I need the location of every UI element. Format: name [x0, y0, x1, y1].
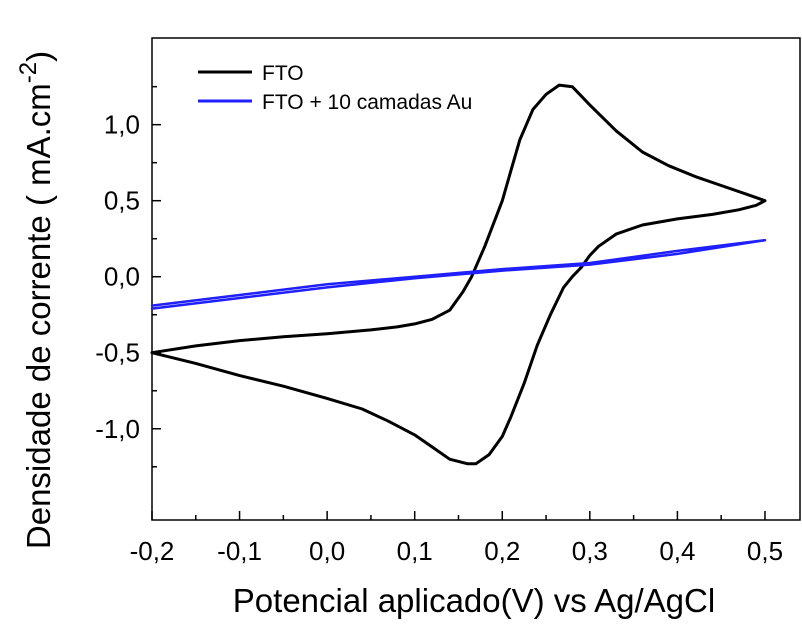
legend-label-fto: FTO	[262, 62, 304, 85]
x-tick-label: -0,2	[130, 536, 175, 566]
x-tick-label: 0,1	[397, 536, 433, 566]
axis-tick-labels: -0,2 -0,1 0,0 0,1 0,2 0,3 0,4 0,5 1,0 0,5 0,0 -0,5 -…	[95, 110, 783, 566]
y-tick-label: -1,0	[95, 414, 140, 444]
series-fto-au-line	[150, 238, 767, 310]
y-tick-label: -0,5	[95, 338, 140, 368]
x-tick-label: 0,3	[572, 536, 608, 566]
y-tick-label: 0,0	[104, 262, 140, 292]
x-tick-label: 0,0	[309, 536, 345, 566]
y-axis-title-superscript: -2	[15, 62, 42, 83]
axis-ticks	[151, 85, 766, 520]
x-axis-title: Potencial aplicado(V) vs Ag/AgCl	[233, 582, 715, 619]
legend: FTO FTO + 10 camadas Au	[198, 62, 472, 114]
y-tick-label: 1,0	[104, 110, 140, 140]
x-tick-label: 0,5	[747, 536, 783, 566]
x-tick-label: 0,4	[659, 536, 695, 566]
legend-label-fto-au: FTO + 10 camadas Au	[262, 91, 472, 114]
series-fto-line	[150, 83, 767, 466]
y-tick-label: 0,5	[104, 186, 140, 216]
plot-frame	[151, 37, 801, 521]
y-axis-title: Densidade de corrente ( mA.cm-2)	[15, 51, 57, 549]
x-tick-label: -0,1	[217, 536, 262, 566]
series-layer	[150, 83, 767, 466]
y-axis-title-main: Densidade de corrente ( mA.cm	[20, 83, 57, 549]
x-tick-label: 0,2	[484, 536, 520, 566]
y-axis-title-close: )	[20, 51, 57, 62]
